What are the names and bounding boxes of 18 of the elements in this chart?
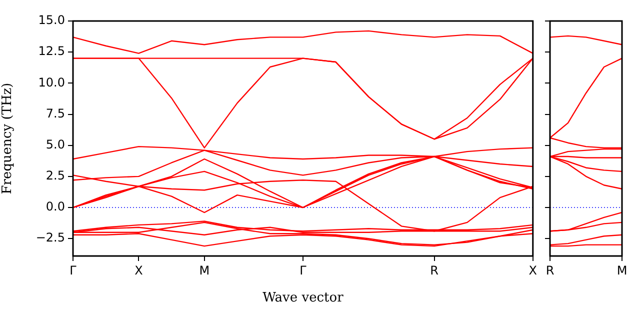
x-axis-title: Wave vector (262, 290, 344, 306)
x-tick-label: X (134, 263, 143, 278)
x-tick-label: R (546, 263, 554, 278)
x-tick-label: R (430, 263, 439, 278)
y-tick-label: 15.0 (38, 13, 65, 28)
x-tick-label: Γ (70, 263, 77, 278)
y-tick-label: 5.0 (46, 137, 65, 152)
y-tick-label: −2.5 (36, 230, 65, 245)
y-axis-title: Frequency (THz) (0, 82, 16, 194)
y-tick-label: 12.5 (38, 44, 65, 58)
y-tick-label: 7.5 (46, 106, 65, 120)
y-tick-label: 2.5 (46, 168, 65, 183)
y-tick-label: 10.0 (38, 75, 65, 90)
x-tick-label: X (528, 263, 538, 278)
y-tick-label: 0.0 (46, 200, 65, 214)
x-tick-label: M (199, 263, 210, 278)
x-tick-label: M (616, 263, 628, 278)
x-tick-label: Γ (300, 263, 307, 278)
